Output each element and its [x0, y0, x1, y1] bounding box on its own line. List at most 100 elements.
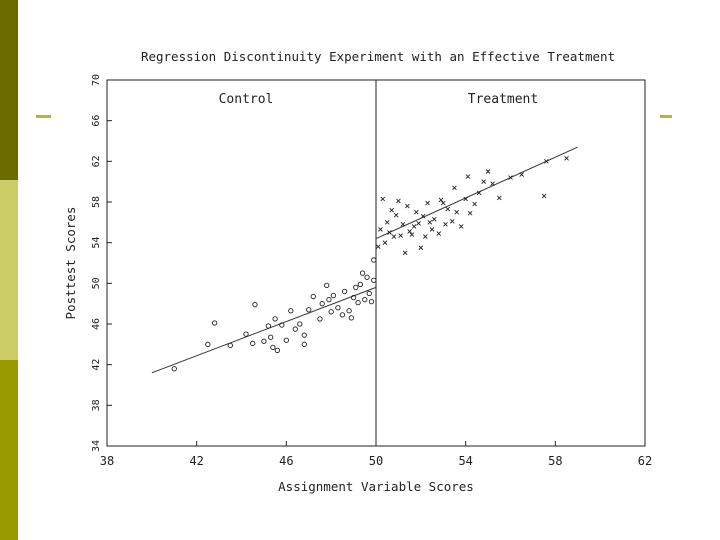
y-tick-label: 66: [91, 115, 102, 127]
treatment-point: [422, 234, 428, 239]
y-tick-label: 62: [91, 155, 102, 167]
y-tick-label: 58: [91, 196, 102, 208]
treatment-region-label: Treatment: [468, 92, 538, 107]
treatment-point: [445, 206, 451, 212]
treatment-point: [564, 155, 569, 161]
side-strip-middle: [0, 180, 18, 360]
y-tick-label: 54: [91, 237, 102, 249]
treatment-point: [416, 221, 421, 226]
control-point: [288, 308, 294, 314]
treatment-point: [405, 203, 410, 209]
control-point: [261, 338, 267, 344]
treatment-point: [449, 218, 455, 224]
control-point: [283, 337, 289, 343]
control-point: [371, 277, 377, 283]
treatment-point: [384, 220, 390, 225]
treatment-point: [375, 244, 381, 250]
control-point: [227, 342, 233, 348]
y-axis-label: Posttest Scores: [63, 207, 78, 320]
treatment-point: [508, 175, 513, 180]
control-point: [366, 290, 372, 297]
treatment-point: [443, 222, 448, 227]
treatment-point: [544, 159, 549, 164]
treatment-point: [414, 209, 419, 215]
treatment-point: [418, 245, 424, 251]
side-strip-top: [0, 0, 18, 180]
control-point: [243, 331, 249, 337]
treatment-point: [407, 229, 412, 234]
control-point: [357, 281, 363, 287]
treatment-point: [431, 216, 437, 222]
x-tick-label: 54: [458, 454, 472, 468]
x-tick-label: 50: [369, 454, 383, 468]
fit-lines: [151, 146, 578, 374]
treatment-point: [378, 227, 383, 232]
treatment-point: [438, 197, 444, 203]
y-tick-label: 42: [91, 359, 102, 371]
control-point: [339, 312, 346, 318]
control-point: [297, 321, 303, 327]
control-point: [362, 296, 368, 303]
control-point: [171, 366, 177, 372]
accent-line-left: [36, 115, 51, 118]
treatment-point: [382, 240, 388, 245]
treatment-point: [398, 233, 403, 238]
control-point: [205, 341, 211, 347]
y-tick-label: 50: [91, 277, 102, 289]
treatment-point: [411, 224, 417, 229]
control-point: [272, 316, 278, 322]
control-point: [346, 308, 352, 314]
control-point: [341, 288, 348, 295]
treatment-point: [467, 210, 473, 216]
x-axis-label: Assignment Variable Scores: [278, 479, 474, 494]
control-point: [252, 302, 258, 308]
control-point: [359, 270, 366, 276]
accent-line-right: [660, 115, 672, 118]
treatment-point: [393, 212, 399, 218]
treatment-point: [485, 169, 491, 174]
y-tick-label: 34: [91, 440, 102, 452]
y-axis-ticks: 34 38 42 46 50 54 58 62 66 70: [91, 74, 112, 452]
x-axis-ticks: 38 42 46 50 54 58 62: [100, 441, 652, 468]
control-point: [301, 332, 307, 338]
y-tick-label: 46: [91, 318, 102, 330]
control-point: [279, 322, 285, 328]
y-tick-label: 38: [91, 399, 102, 411]
treatment-point: [454, 209, 460, 215]
control-point: [355, 299, 361, 306]
x-tick-label: 42: [189, 454, 203, 468]
x-tick-label: 38: [100, 454, 114, 468]
treatment-point: [476, 190, 482, 196]
control-point: [301, 341, 307, 347]
treatment-point: [409, 232, 415, 237]
control-point: [211, 320, 218, 326]
treatment-point: [458, 224, 464, 229]
x-tick-label: 46: [279, 454, 293, 468]
treatment-point: [472, 201, 477, 207]
control-point: [371, 257, 377, 263]
treatment-point: [387, 230, 392, 235]
control-point: [317, 316, 323, 322]
control-point: [364, 274, 370, 280]
x-tick-label: 58: [548, 454, 562, 468]
treatment-point: [402, 250, 408, 256]
control-point: [330, 292, 337, 299]
control-point: [335, 305, 341, 311]
treatment-point: [463, 196, 468, 202]
treatment-point: [519, 172, 525, 177]
treatment-point: [400, 222, 406, 227]
control-point: [328, 309, 334, 315]
treatment-point: [481, 179, 486, 184]
y-tick-label: 70: [91, 74, 102, 86]
control-region-label: Control: [219, 92, 274, 107]
treatment-point: [490, 181, 495, 187]
control-point: [350, 294, 357, 301]
treatment-point: [420, 213, 426, 219]
side-strip-bottom: [0, 360, 18, 540]
treatment-point: [440, 200, 446, 206]
control-point: [267, 334, 274, 340]
control-point: [306, 307, 312, 313]
x-tick-label: 62: [638, 454, 652, 468]
treatment-point: [452, 185, 457, 191]
